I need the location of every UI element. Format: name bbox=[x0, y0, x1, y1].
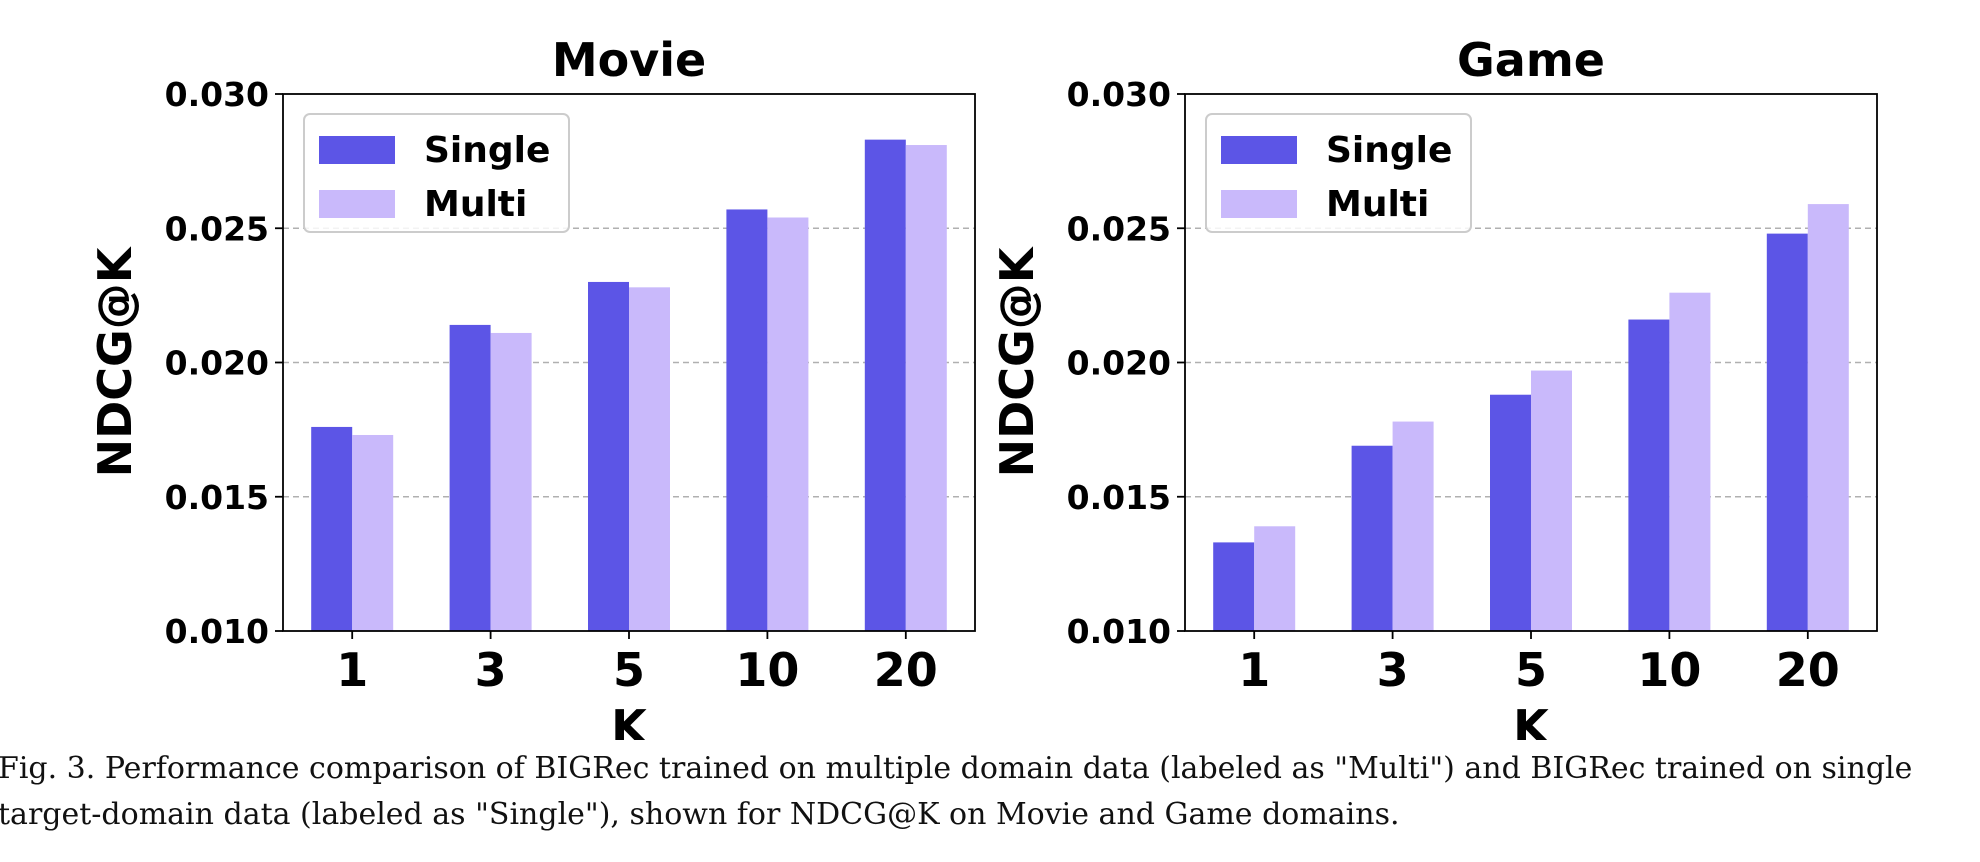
movie-bar-multi-20 bbox=[905, 145, 947, 631]
game-legend-label-multi: Multi bbox=[1326, 184, 1429, 225]
movie-bar-single-1 bbox=[311, 426, 353, 631]
game-legend-swatch-multi bbox=[1221, 190, 1297, 218]
movie-legend-swatch-single bbox=[319, 136, 395, 164]
game-bar-multi-10 bbox=[1669, 292, 1711, 631]
movie-ytick-label: 0.025 bbox=[165, 209, 269, 248]
movie-bar-single-20 bbox=[864, 139, 906, 631]
game-chart: 0.010 0.015 0.020 0.025 0.030 1 3 5 10 20 Game K NDC… bbox=[990, 33, 1878, 740]
game-legend-label-single: Single bbox=[1326, 130, 1452, 171]
movie-bar-single-3 bbox=[449, 324, 491, 631]
movie-ylabel: NDCG@K bbox=[88, 245, 142, 477]
game-bar-multi-20 bbox=[1807, 204, 1849, 631]
game-title: Game bbox=[1457, 33, 1605, 87]
game-xtick-label: 20 bbox=[1776, 643, 1840, 697]
movie-xtick-label: 20 bbox=[874, 643, 938, 697]
movie-xlabel: K bbox=[611, 700, 649, 740]
movie-legend-label-single: Single bbox=[424, 130, 550, 171]
game-legend-swatch-single bbox=[1221, 136, 1297, 164]
game-bar-single-10 bbox=[1628, 319, 1670, 631]
game-bar-multi-5 bbox=[1531, 370, 1572, 631]
movie-chart: 0.010 0.015 0.020 0.025 0.030 1 3 5 10 20 Movie K ND… bbox=[88, 33, 976, 740]
game-xtick-label: 5 bbox=[1515, 643, 1547, 697]
game-ytick-label: 0.030 bbox=[1067, 75, 1171, 114]
figure-caption: Fig. 3. Performance comparison of BIGRec… bbox=[0, 746, 1973, 838]
game-bar-single-1 bbox=[1213, 542, 1255, 631]
game-ytick-label: 0.010 bbox=[1067, 612, 1171, 651]
game-bar-single-20 bbox=[1766, 233, 1808, 631]
caption-line-2: target-domain data (labeled as "Single")… bbox=[0, 797, 1400, 832]
game-xlabel: K bbox=[1513, 700, 1551, 740]
game-ytick-label: 0.020 bbox=[1067, 344, 1171, 383]
game-bar-multi-3 bbox=[1392, 421, 1434, 631]
movie-title: Movie bbox=[552, 33, 706, 87]
charts-canvas: 0.010 0.015 0.020 0.025 0.030 1 3 5 10 20 Movie K ND… bbox=[88, 33, 1878, 740]
movie-bar-multi-1 bbox=[352, 434, 394, 631]
game-ylabel: NDCG@K bbox=[990, 245, 1044, 477]
game-bar-single-5 bbox=[1490, 394, 1531, 631]
movie-bar-single-10 bbox=[726, 209, 768, 631]
movie-legend-label-multi: Multi bbox=[424, 184, 527, 225]
game-xtick-label: 10 bbox=[1637, 643, 1701, 697]
movie-bar-multi-10 bbox=[767, 217, 809, 631]
movie-xtick-label: 3 bbox=[475, 643, 507, 697]
game-legend: Single Multi bbox=[1205, 113, 1472, 233]
game-ytick-label: 0.025 bbox=[1067, 209, 1171, 248]
movie-bar-single-5 bbox=[588, 281, 629, 631]
game-xtick-label: 1 bbox=[1238, 643, 1270, 697]
game-ytick-label: 0.015 bbox=[1067, 478, 1171, 517]
game-bar-multi-1 bbox=[1254, 526, 1296, 631]
movie-bar-multi-5 bbox=[629, 287, 670, 631]
movie-ytick-label: 0.015 bbox=[165, 478, 269, 517]
movie-ytick-label: 0.030 bbox=[165, 75, 269, 114]
movie-ytick-label: 0.020 bbox=[165, 344, 269, 383]
game-bar-single-3 bbox=[1351, 445, 1393, 631]
movie-legend-swatch-multi bbox=[319, 190, 395, 218]
movie-xtick-label: 5 bbox=[613, 643, 645, 697]
movie-bar-multi-3 bbox=[490, 332, 532, 631]
movie-xtick-label: 10 bbox=[735, 643, 799, 697]
movie-legend: Single Multi bbox=[303, 113, 570, 233]
caption-line-1: Fig. 3. Performance comparison of BIGRec… bbox=[0, 751, 1913, 786]
movie-xtick-label: 1 bbox=[336, 643, 368, 697]
game-xtick-label: 3 bbox=[1377, 643, 1409, 697]
movie-ytick-label: 0.010 bbox=[165, 612, 269, 651]
